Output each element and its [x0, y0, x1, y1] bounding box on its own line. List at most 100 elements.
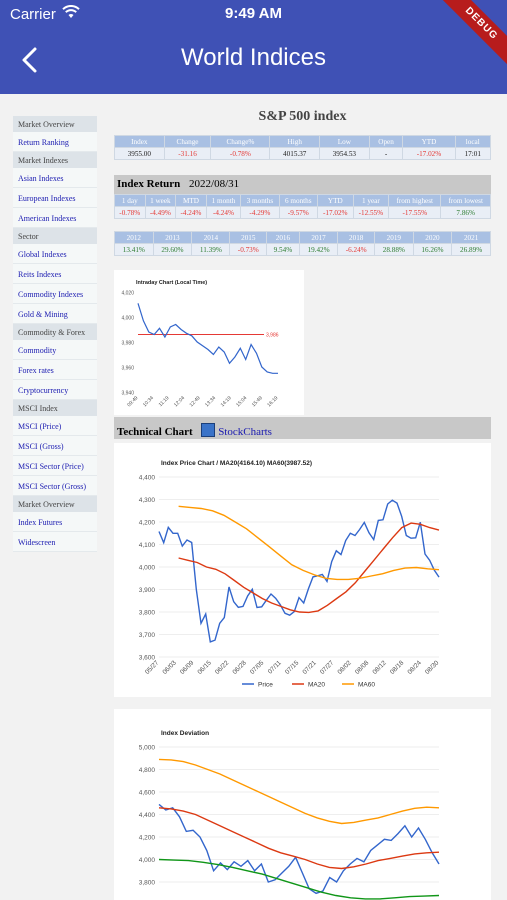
series-line	[178, 522, 440, 614]
back-arrow-icon[interactable]	[14, 44, 46, 76]
chart-title: Index Deviation	[161, 730, 209, 737]
series-line	[158, 758, 440, 825]
sidebar-link[interactable]: Commodity Indexes	[13, 284, 97, 304]
sidebar-link[interactable]: MSCI (Price)	[13, 416, 97, 436]
y-tick-label: 4,020	[121, 291, 134, 297]
x-tick-label: 11:19	[158, 395, 171, 408]
table-cell: -9.57%	[278, 206, 318, 219]
table-cell: -12.55%	[352, 206, 390, 219]
table-cell: MTD	[175, 194, 207, 207]
y-tick-label: 4,200	[139, 835, 156, 842]
x-tick-label: 13:34	[204, 395, 217, 408]
table-cell: 2020	[412, 231, 453, 244]
technical-chart-bar: Technical Chart StockCharts	[114, 417, 491, 439]
y-tick-label: 3,900	[139, 587, 156, 594]
table-cell: 1 year	[352, 194, 390, 207]
y-tick-label: 5,000	[139, 745, 156, 752]
table-cell: -4.49%	[144, 206, 177, 219]
table-cell: -	[368, 147, 404, 160]
series-line	[137, 303, 278, 374]
table-cell: 3955.00	[114, 147, 165, 160]
index-title: S&P 500 index	[258, 109, 347, 124]
sidebar-link[interactable]: Forex rates	[13, 360, 97, 380]
series-line	[178, 505, 440, 581]
table-cell: 11.39%	[191, 243, 231, 256]
sidebar-link[interactable]: American Indexes	[13, 208, 97, 228]
y-tick-label: 4,600	[139, 790, 156, 797]
sidebar-header: Sector	[13, 228, 97, 244]
sidebar-header: Market Indexes	[13, 152, 97, 168]
table-cell: 29.60%	[152, 243, 193, 256]
series-line	[158, 858, 440, 900]
sidebar-link[interactable]: Cryptocurrency	[13, 380, 97, 400]
sidebar-link[interactable]: Commodity	[13, 340, 97, 360]
page-title: World Indices	[181, 44, 326, 71]
x-tick-label: 06/09	[179, 659, 196, 676]
table-cell: 2014	[191, 231, 231, 244]
legend-label: MA20	[308, 682, 325, 689]
sidebar-link[interactable]: Index Futures	[13, 512, 97, 532]
sidebar-link[interactable]: Reits Indexes	[13, 264, 97, 284]
table-cell: High	[269, 135, 321, 148]
table-cell: -4.24%	[175, 206, 207, 219]
stockcharts-logo-icon	[201, 423, 216, 437]
table-cell: -4.29%	[240, 206, 280, 219]
wifi-icon	[62, 5, 80, 18]
sidebar-header: Commodity & Forex	[13, 324, 97, 340]
x-tick-label: 06/28	[231, 659, 248, 676]
status-time: 9:49 AM	[225, 5, 282, 22]
reference-label: 3,986	[266, 333, 279, 339]
x-tick-label: 07/11	[267, 659, 283, 675]
table-cell: -31.16	[163, 147, 212, 160]
table-cell: 16.26%	[412, 243, 453, 256]
table-cell: 17:01	[454, 147, 492, 160]
sidebar-link[interactable]: Global Indexes	[13, 244, 97, 264]
y-tick-label: 3,700	[139, 632, 156, 639]
x-tick-label: 08/12	[371, 659, 388, 676]
table-cell: 2019	[374, 231, 414, 244]
table-cell: Index	[114, 135, 165, 148]
legend-label: Price	[258, 682, 273, 689]
table-cell: Low	[319, 135, 370, 148]
table-cell: from lowest	[440, 194, 491, 207]
table-cell: 2018	[337, 231, 375, 244]
table-cell: 2017	[298, 231, 339, 244]
sidebar-link[interactable]: MSCI Sector (Gross)	[13, 476, 97, 496]
app-bar: Carrier 9:49 AM World Indices DEBUG	[0, 0, 507, 94]
sidebar-link[interactable]: Asian Indexes	[13, 168, 97, 188]
x-tick-label: 12:04	[173, 395, 186, 408]
y-tick-label: 3,960	[121, 366, 134, 372]
sidebar-link[interactable]: MSCI (Gross)	[13, 436, 97, 456]
sidebar-link[interactable]: Widescreen	[13, 532, 97, 552]
table-cell: -17.02%	[402, 147, 456, 160]
technical-chart-title: Technical Chart	[117, 426, 193, 438]
x-tick-label: 07/21	[301, 659, 318, 676]
x-tick-label: 15:04	[235, 395, 248, 408]
sidebar-link[interactable]: Return Ranking	[13, 132, 97, 152]
sidebar-header: Market Overview	[13, 496, 97, 512]
web-content: Market Overview Return Ranking Market Inde…	[0, 94, 507, 900]
table-cell: 1 week	[144, 194, 177, 207]
x-tick-label: 10:34	[142, 395, 155, 408]
sidebar-header: MSCI Index	[13, 400, 97, 416]
y-tick-label: 3,980	[121, 341, 134, 347]
y-tick-label: 4,200	[139, 520, 156, 527]
table-cell: local	[454, 135, 492, 148]
y-tick-label: 4,000	[139, 857, 156, 864]
table-cell: 2016	[266, 231, 300, 244]
table-cell: -6.24%	[337, 243, 375, 256]
table-cell: -0.78%	[210, 147, 271, 160]
table-cell: -17.55%	[388, 206, 442, 219]
y-tick-label: 4,000	[121, 316, 134, 322]
sidebar-link[interactable]: European Indexes	[13, 188, 97, 208]
chart-title: Intraday Chart (Local Time)	[136, 280, 207, 286]
x-tick-label: 08/08	[354, 659, 371, 676]
sidebar-link[interactable]: MSCI Sector (Price)	[13, 456, 97, 476]
y-tick-label: 4,100	[139, 542, 156, 549]
stockcharts-link[interactable]: StockCharts	[201, 423, 272, 438]
table-cell: 4015.37	[269, 147, 321, 160]
index-return-bar: Index Return 2022/08/31	[114, 175, 491, 195]
sidebar-link[interactable]: Gold & Mining	[13, 304, 97, 324]
table-cell: Change	[163, 135, 212, 148]
y-tick-label: 3,800	[139, 880, 156, 887]
